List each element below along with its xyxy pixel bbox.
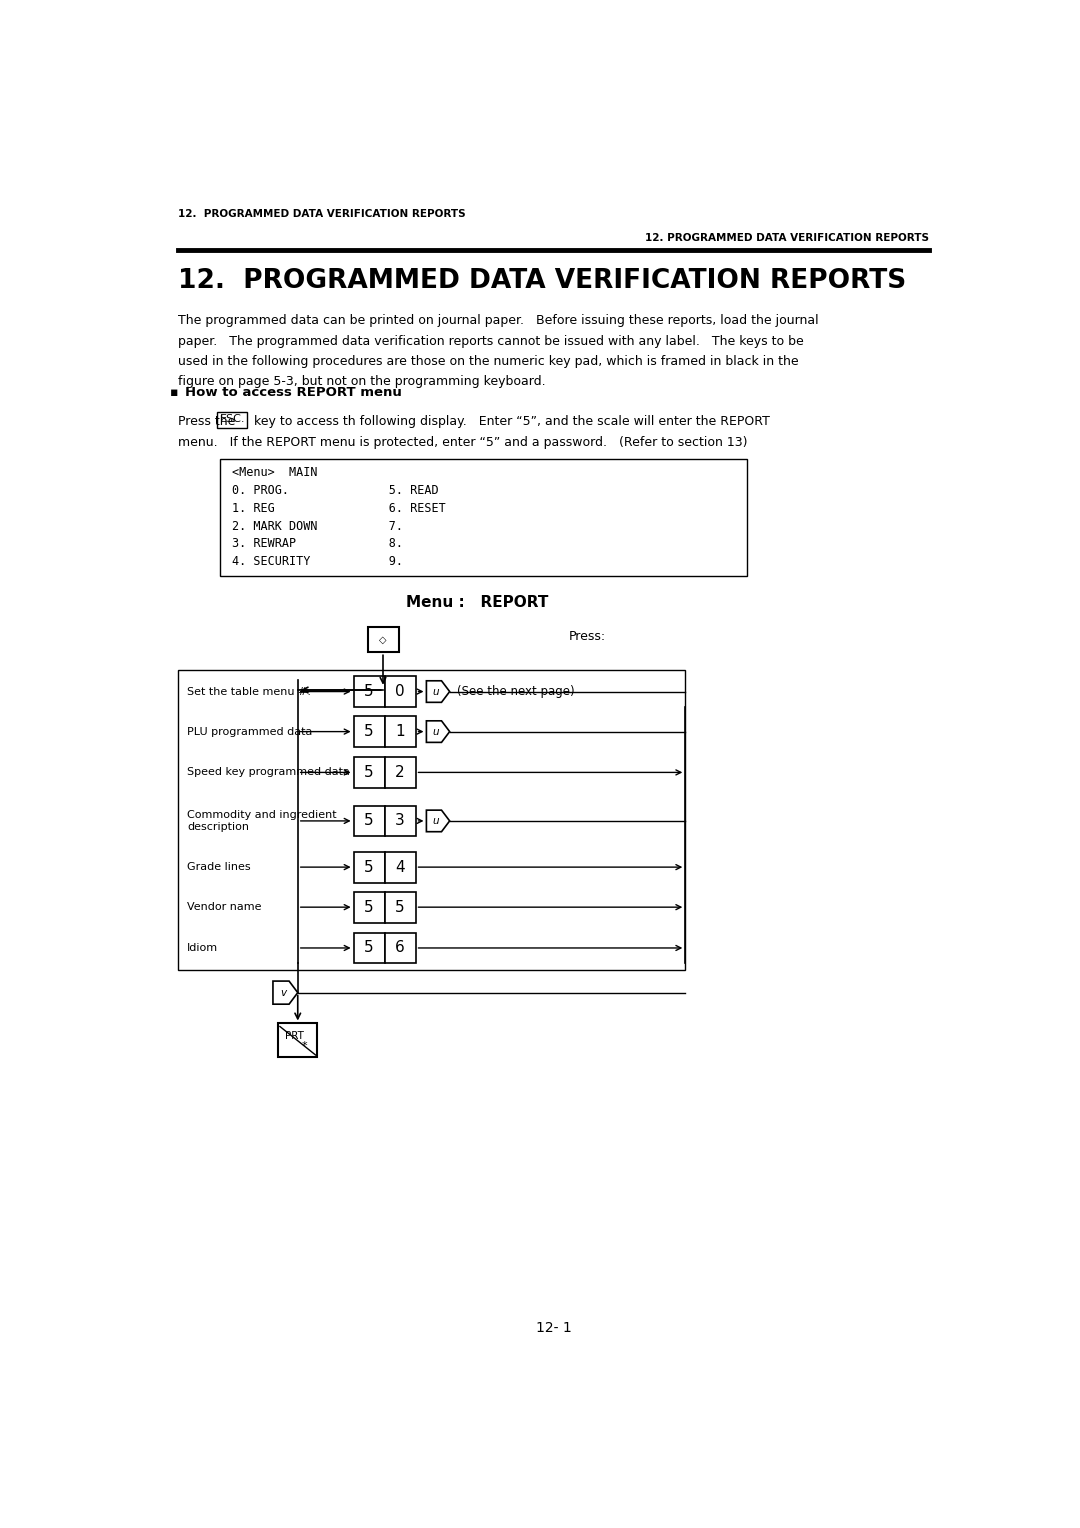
Text: *: * <box>302 1041 308 1051</box>
Polygon shape <box>427 721 449 743</box>
Polygon shape <box>427 810 449 831</box>
Text: 0. PROG.              5. READ: 0. PROG. 5. READ <box>232 484 438 497</box>
Bar <box>353 677 384 707</box>
Text: 1. REG                6. RESET: 1. REG 6. RESET <box>232 501 446 515</box>
Text: 12- 1: 12- 1 <box>536 1322 571 1335</box>
Text: Idiom: Idiom <box>187 943 218 953</box>
Bar <box>353 892 384 923</box>
Text: 12.  PROGRAMMED DATA VERIFICATION REPORTS: 12. PROGRAMMED DATA VERIFICATION REPORTS <box>177 209 465 219</box>
Text: 2: 2 <box>395 766 405 779</box>
Text: 3. REWRAP             8.: 3. REWRAP 8. <box>232 538 403 550</box>
Text: Set the table menu #.: Set the table menu #. <box>187 686 311 697</box>
Bar <box>384 717 416 747</box>
Text: paper.   The programmed data verification reports cannot be issued with any labe: paper. The programmed data verification … <box>177 335 804 348</box>
Text: Speed key programmed data: Speed key programmed data <box>187 767 350 778</box>
Text: 5: 5 <box>364 813 374 828</box>
Text: 5: 5 <box>364 940 374 955</box>
Bar <box>353 805 384 836</box>
Text: (See the next page): (See the next page) <box>458 685 575 698</box>
Text: 6: 6 <box>395 940 405 955</box>
Text: 0: 0 <box>395 685 405 698</box>
Text: Vendor name: Vendor name <box>187 902 261 912</box>
Text: figure on page 5-3, but not on the programming keyboard.: figure on page 5-3, but not on the progr… <box>177 376 545 388</box>
Text: 4. SECURITY           9.: 4. SECURITY 9. <box>232 555 403 568</box>
Polygon shape <box>273 981 298 1004</box>
Bar <box>384 932 416 963</box>
Text: ◇: ◇ <box>379 634 387 645</box>
Text: 12.  PROGRAMMED DATA VERIFICATION REPORTS: 12. PROGRAMMED DATA VERIFICATION REPORTS <box>177 267 906 293</box>
Text: 1: 1 <box>395 724 405 740</box>
Text: 2. MARK DOWN          7.: 2. MARK DOWN 7. <box>232 520 403 533</box>
Bar <box>353 717 384 747</box>
Text: Grade lines: Grade lines <box>187 862 251 872</box>
Bar <box>279 1024 318 1057</box>
Text: How to access REPORT menu: How to access REPORT menu <box>186 387 402 399</box>
Text: Press the: Press the <box>177 416 239 428</box>
Text: Commodity and ingredient
description: Commodity and ingredient description <box>187 810 337 831</box>
Text: 5: 5 <box>364 685 374 698</box>
Bar <box>353 932 384 963</box>
Text: <Menu>  MAIN: <Menu> MAIN <box>232 466 318 478</box>
Bar <box>384 851 416 883</box>
Bar <box>353 851 384 883</box>
Text: 3: 3 <box>395 813 405 828</box>
Text: Menu :   REPORT: Menu : REPORT <box>406 594 549 610</box>
Bar <box>384 756 416 788</box>
Text: ESC.: ESC. <box>219 414 245 425</box>
Bar <box>220 458 747 576</box>
Polygon shape <box>427 681 449 703</box>
Bar <box>177 669 685 970</box>
Text: Press:: Press: <box>569 630 606 643</box>
Text: ▪: ▪ <box>170 387 178 399</box>
Text: 12. PROGRAMMED DATA VERIFICATION REPORTS: 12. PROGRAMMED DATA VERIFICATION REPORTS <box>646 234 930 243</box>
Text: The programmed data can be printed on journal paper.   Before issuing these repo: The programmed data can be printed on jo… <box>177 315 819 327</box>
Bar <box>353 756 384 788</box>
Text: key to access th following display.   Enter “5”, and the scale will enter the RE: key to access th following display. Ente… <box>249 416 770 428</box>
Text: used in the following procedures are those on the numeric key pad, which is fram: used in the following procedures are tho… <box>177 354 798 368</box>
Text: u: u <box>433 686 440 697</box>
Text: PRT: PRT <box>285 1031 305 1041</box>
Bar <box>384 677 416 707</box>
Text: PLU programmed data: PLU programmed data <box>187 727 312 736</box>
Bar <box>367 626 399 652</box>
Bar <box>384 805 416 836</box>
Text: u: u <box>433 727 440 736</box>
Text: 5: 5 <box>364 900 374 915</box>
Text: v: v <box>281 987 286 998</box>
Text: u: u <box>433 816 440 827</box>
Text: 5: 5 <box>364 766 374 779</box>
Text: 4: 4 <box>395 860 405 874</box>
Text: 5: 5 <box>395 900 405 915</box>
Text: 5: 5 <box>364 860 374 874</box>
Text: menu.   If the REPORT menu is protected, enter “5” and a password.   (Refer to s: menu. If the REPORT menu is protected, e… <box>177 435 747 449</box>
Text: 5: 5 <box>364 724 374 740</box>
Bar <box>384 892 416 923</box>
FancyBboxPatch shape <box>217 413 247 428</box>
